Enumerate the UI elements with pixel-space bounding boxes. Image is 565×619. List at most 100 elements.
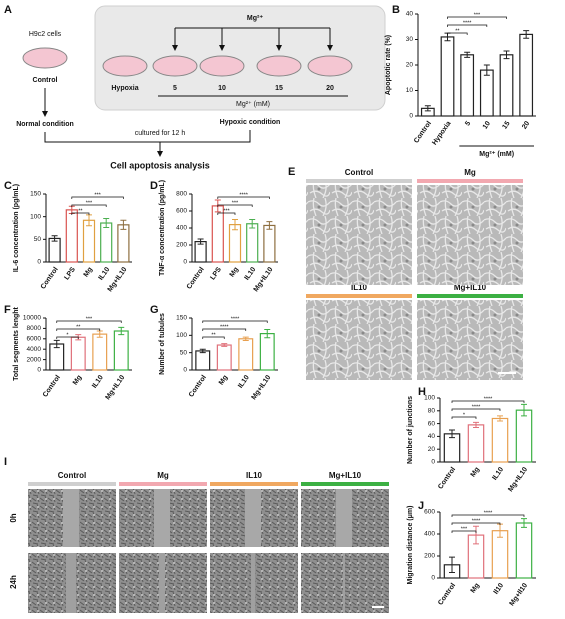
y-tick-label: 600: [424, 509, 435, 516]
micrograph: [417, 300, 523, 380]
y-tick-label: 100: [30, 213, 41, 220]
bar: [515, 409, 533, 463]
analysis-label: Cell apoptosis analysis: [110, 160, 210, 170]
y-tick-label: 10: [406, 87, 414, 94]
significance-bracket: [451, 416, 477, 419]
panel-letter: D: [150, 180, 158, 192]
significance-label: **: [455, 28, 460, 34]
error-bar: [197, 238, 204, 245]
error-bar: [118, 326, 125, 336]
bar: [259, 333, 275, 371]
image-title: Mg: [157, 471, 169, 480]
bar: [117, 224, 130, 263]
x-tick-label: 15: [501, 120, 511, 130]
bar: [65, 209, 78, 263]
y-axis-label: Migration distance (μm): [407, 506, 414, 585]
y-axis-label: Apoptotic rate (%): [385, 35, 392, 95]
scratch-gap: [66, 553, 76, 613]
significance-bracket: [447, 16, 507, 19]
row-label: 24h: [9, 575, 18, 589]
hypoxic-label: Hypoxic condition: [220, 119, 281, 126]
error-bar: [503, 50, 510, 60]
significance-bracket: [451, 522, 501, 525]
x-tick-label: Control: [40, 266, 60, 290]
bar: [263, 224, 276, 263]
y-tick-label: 6000: [27, 336, 42, 343]
y-tick-label: 40: [428, 433, 436, 440]
significance-bracket: [202, 336, 225, 339]
significance-label: ***: [223, 208, 230, 214]
significance-label: ****: [472, 404, 481, 410]
dose-label: 20: [326, 85, 334, 92]
x-tick-label: LPS: [209, 266, 223, 281]
bar: [460, 54, 475, 117]
y-tick-label: 40: [406, 11, 414, 18]
error-bar: [473, 421, 479, 428]
error-bar: [523, 30, 530, 39]
x-tick-label: IL10: [244, 266, 258, 282]
mg-label: Mg²⁺: [247, 15, 263, 22]
bar: [519, 33, 534, 117]
scratch-gap: [159, 553, 165, 613]
panel-letter: F: [4, 304, 11, 316]
significance-bracket: [56, 328, 101, 331]
micrograph: [306, 300, 412, 380]
y-axis-label: TNF-α concentration (pg/mL): [159, 180, 166, 276]
bar: [216, 344, 232, 371]
significance-bracket: [451, 514, 525, 517]
dish: [22, 47, 68, 69]
y-tick-label: 0: [183, 259, 187, 266]
scratch-gap: [251, 553, 255, 613]
x-tick-label: Control: [413, 120, 433, 144]
x-tick-label: Mg: [470, 466, 482, 478]
x-tick-label: IL10: [91, 374, 105, 390]
y-tick-label: 60: [428, 420, 436, 427]
schematic: A H9c2 cells Control Mg²⁺ Hypoxia 5 10 1…: [4, 4, 386, 170]
bar: [82, 219, 96, 263]
x-tick-label: Control: [186, 266, 206, 290]
y-tick-label: 150: [176, 315, 187, 322]
y-tick-label: 400: [424, 531, 435, 538]
y-tick-label: 50: [180, 349, 188, 356]
x-tick-label: Mg: [72, 374, 84, 386]
y-tick-label: 50: [34, 236, 42, 243]
significance-bracket: [217, 204, 253, 207]
y-axis-label: IL-6 concentration (pg/mL): [13, 184, 20, 272]
bar: [70, 336, 86, 371]
image-title: Control: [58, 471, 86, 480]
hypoxia-box: [94, 5, 386, 111]
micrograph: [306, 185, 412, 285]
significance-label: **: [78, 208, 83, 214]
significance-bracket: [217, 212, 236, 215]
significance-bracket: [56, 336, 79, 339]
y-tick-label: 200: [176, 242, 187, 249]
significance-label: ****: [472, 518, 481, 524]
dose-label: 10: [218, 85, 226, 92]
y-tick-label: 20: [406, 62, 414, 69]
significance-bracket: [71, 204, 107, 207]
image-title: Mg: [464, 168, 476, 177]
error-bar: [521, 403, 527, 417]
significance-bracket: [451, 400, 525, 403]
image-title: Mg+IL10: [454, 283, 487, 292]
error-bar: [232, 219, 238, 231]
error-bar: [449, 556, 455, 573]
significance-bracket: [447, 32, 468, 35]
bar: [228, 224, 242, 263]
y-axis-label: Number of junctions: [407, 396, 414, 464]
normal-label: Normal condition: [16, 121, 74, 128]
error-bar: [199, 348, 206, 354]
error-bar: [264, 328, 271, 339]
bar: [48, 237, 61, 263]
bar: [479, 69, 494, 117]
error-bar: [221, 343, 228, 347]
x-tick-label: Mg: [229, 266, 241, 278]
x-tick-label: Control: [42, 374, 62, 398]
significance-bracket: [56, 320, 122, 323]
y-tick-label: 10000: [23, 315, 41, 322]
y-tick-label: 4000: [27, 346, 42, 353]
x-tick-label: Mg+Il10: [509, 582, 530, 607]
x-tick-label: Il10: [493, 582, 505, 596]
group-bar: [417, 179, 523, 183]
y-axis-label: Number of tubules: [159, 313, 166, 375]
